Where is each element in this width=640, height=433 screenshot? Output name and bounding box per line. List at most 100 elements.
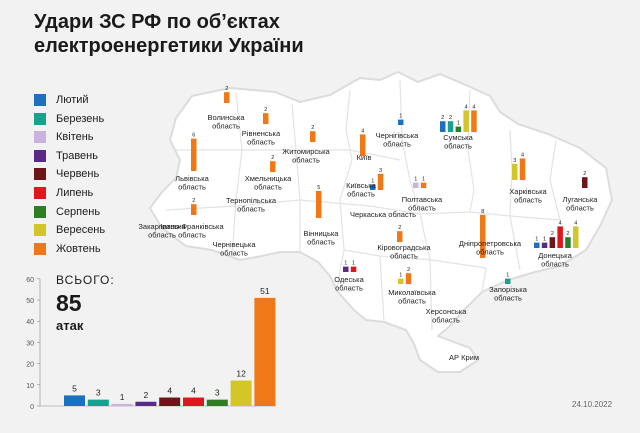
total-value: 85 — [56, 290, 82, 316]
month-bar-value: 5 — [72, 383, 77, 393]
y-tick-label: 60 — [26, 277, 34, 284]
region: АР Крим — [449, 353, 479, 362]
month-bar — [159, 397, 181, 406]
region-bar-value: 3 — [513, 158, 516, 164]
region: 6 Львівська область — [175, 133, 209, 192]
region-bar — [370, 184, 376, 190]
region-bar-value: 4 — [465, 104, 468, 110]
region-bar — [541, 242, 548, 248]
region-label: Полтавська область — [402, 195, 443, 213]
region-bar — [360, 134, 366, 156]
legend-label: Квітень — [56, 131, 94, 144]
region-label: Дніпропетровська область — [459, 239, 522, 257]
region-bar-value: 4 — [559, 220, 562, 226]
region-label: Івано-Франківська область — [160, 222, 224, 240]
region-bar-value: 4 — [521, 152, 524, 158]
region-bar-value: 2 — [271, 155, 274, 161]
region-bar-value: 2 — [264, 107, 267, 113]
region-label: Рівненська область — [242, 129, 281, 147]
region-bar — [463, 110, 469, 132]
region: 2 Івано-Франківська область — [160, 198, 224, 239]
month-bar — [183, 397, 204, 406]
month-bar-value: 12 — [236, 369, 246, 379]
region-bar-value: 1 — [371, 179, 374, 185]
legend-swatch — [34, 94, 46, 106]
page-title: Удари ЗС РФ по об’єктах електроенергетик… — [34, 10, 394, 58]
region-bar-value: 8 — [481, 209, 484, 215]
region-bar-value: 1 — [414, 177, 417, 183]
y-tick-label: 0 — [30, 404, 34, 411]
region: 8 Дніпропетровська область — [459, 209, 522, 258]
month-bar-value: 3 — [96, 388, 101, 398]
region-bar — [549, 237, 556, 248]
region-bar-value: 2 — [407, 267, 410, 273]
month-bar-value: 3 — [215, 388, 220, 398]
region-bar-value: 2 — [225, 86, 228, 92]
legend-swatch — [34, 168, 46, 181]
month-bar-value: 1 — [120, 392, 125, 402]
region-bar — [263, 113, 269, 124]
legend-swatch — [34, 149, 46, 162]
region: 1 Запорізька область — [489, 273, 528, 303]
region: 5 Вінницька область — [304, 185, 340, 247]
y-tick-label: 30 — [26, 340, 34, 347]
region-bar — [420, 182, 427, 188]
region: 2 Хмельницька область — [245, 155, 292, 191]
region: 12 Миколаївська область — [388, 267, 436, 305]
region-bar — [405, 273, 412, 284]
legend-label: Травень — [56, 149, 98, 162]
region-bar — [350, 266, 357, 272]
region-bar-value: 4 — [472, 104, 475, 110]
region-bar-value: 1 — [457, 121, 460, 127]
region-label: Донецька область — [538, 251, 572, 269]
region: Закарпатська область — [138, 222, 186, 240]
region-bar — [480, 214, 486, 258]
region-bar-value: 6 — [192, 133, 195, 139]
region-label: Херсонська область — [426, 307, 468, 325]
region: Херсонська область — [426, 307, 468, 325]
legend-label: Вересень — [56, 224, 106, 237]
region: 2 Житомирська область — [282, 125, 330, 164]
region-bar-value: 1 — [399, 273, 402, 279]
region-label: Запорізька область — [489, 285, 528, 303]
region-bar — [534, 242, 540, 248]
region-bar — [224, 92, 230, 103]
region-bar — [343, 266, 349, 272]
month-bar — [64, 395, 85, 406]
region-bar-value: 1 — [422, 177, 425, 183]
region: 4 Київ — [357, 128, 372, 162]
month-bar — [87, 399, 109, 406]
month-bar — [254, 297, 276, 406]
region-label: Чернівецька область — [212, 240, 256, 258]
region-bar-value: 1 — [344, 261, 347, 267]
legend-swatch — [34, 224, 46, 237]
region-bar-value: 1 — [506, 273, 509, 279]
region-label: Волинська область — [208, 113, 246, 131]
region-label: АР Крим — [449, 353, 479, 362]
region: 1 Чернігівська область — [376, 114, 420, 149]
region-label: Харківська область — [509, 187, 547, 205]
region-bar — [270, 161, 276, 172]
region-label: Луганська область — [563, 195, 599, 213]
region-bar-value: 2 — [192, 198, 195, 204]
legend-label: Лютий — [56, 94, 89, 106]
region-bar — [565, 237, 571, 248]
month-bar-value: 4 — [191, 386, 196, 396]
region-bar — [191, 138, 197, 171]
region-bar-value: 1 — [352, 261, 355, 267]
legend-label: Липень — [56, 187, 94, 199]
y-tick-label: 20 — [26, 362, 34, 369]
region-bar — [471, 110, 477, 132]
region-bar — [505, 278, 511, 284]
region-bar — [398, 278, 404, 284]
region-label: Вінницька область — [304, 229, 340, 247]
region-bar — [455, 126, 462, 132]
legend-swatch — [34, 112, 46, 125]
region: 2 Кіровоградська область — [377, 225, 431, 260]
region: Черкаська область — [350, 210, 416, 219]
region: 2 Волинська область — [208, 86, 246, 130]
legend-swatch — [34, 131, 46, 144]
region-bar — [447, 121, 454, 132]
